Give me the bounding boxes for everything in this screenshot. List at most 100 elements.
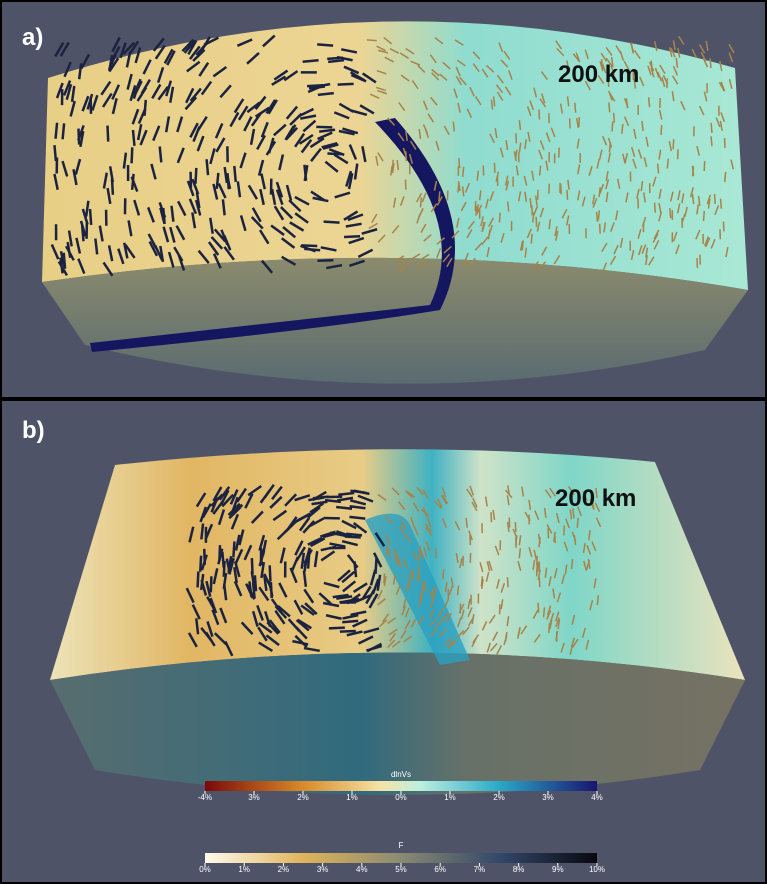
- depth-label: 200 km: [555, 485, 636, 512]
- fabric-dash: [340, 631, 356, 632]
- fabric-dash: [107, 126, 108, 142]
- tick-label: 0%: [395, 793, 407, 802]
- fabric-dash: [704, 211, 705, 221]
- tick-label: 4%: [591, 793, 603, 802]
- tick-label: 5%: [395, 865, 407, 874]
- fabric-dash: [711, 123, 712, 133]
- surface: [42, 21, 748, 290]
- tick-label: -4%: [198, 793, 212, 802]
- fabric-dash: [614, 113, 615, 123]
- fabric-dash: [515, 522, 516, 532]
- fabric-dash: [649, 97, 650, 107]
- fabric-dash: [195, 168, 196, 184]
- tick-label: 1%: [346, 793, 358, 802]
- fabric-dash: [342, 621, 358, 622]
- fabric-dash: [661, 125, 662, 135]
- depth-label: 200 km: [558, 61, 639, 88]
- fabric-dash: [56, 123, 58, 139]
- fabric-dash: [491, 512, 492, 522]
- fabric-dash: [90, 209, 91, 225]
- fabric-dash: [338, 493, 354, 495]
- fabric-dash: [600, 224, 601, 234]
- fabric-dash: [531, 234, 532, 244]
- fabric-dash: [271, 582, 272, 598]
- fabric-dash: [539, 577, 540, 587]
- tick-label: 3%: [317, 865, 329, 874]
- tick-label: 7%: [474, 865, 486, 874]
- fabric-dash: [436, 548, 437, 558]
- tick-label: 3%: [248, 793, 260, 802]
- fabric-dash: [304, 249, 320, 250]
- fabric-dash: [572, 559, 573, 569]
- fabric-dash: [715, 194, 716, 204]
- fabric-dash: [329, 628, 345, 629]
- tick-label: 1%: [238, 865, 250, 874]
- fabric-dash: [349, 517, 365, 519]
- fabric-dash: [217, 173, 219, 189]
- fabric-dash: [345, 536, 361, 537]
- fabric-dash: [538, 603, 539, 613]
- fabric-dash: [667, 159, 668, 169]
- fabric-dash: [710, 58, 711, 68]
- fabric-dash: [575, 103, 576, 113]
- fabric-dash: [519, 548, 520, 558]
- fabric-dash: [367, 40, 377, 41]
- panel-label: b): [22, 417, 45, 444]
- fabric-dash: [64, 253, 65, 269]
- fabric-dash: [597, 212, 598, 222]
- fabric-dash: [307, 85, 323, 86]
- tick-label: 2%: [278, 865, 290, 874]
- fabric-dash: [316, 127, 332, 128]
- fabric-dash: [317, 44, 333, 45]
- fabric-dash: [201, 523, 203, 539]
- fabric-dash: [252, 558, 253, 574]
- tick-label: 10%: [589, 865, 605, 874]
- colorbar-title: dlnVs: [391, 770, 411, 779]
- fabric-dash: [658, 164, 659, 174]
- tick-label: 0%: [199, 865, 211, 874]
- fabric-dash: [673, 139, 674, 149]
- fabric-dash: [255, 575, 256, 591]
- fabric-dash: [163, 208, 164, 224]
- fabric-dash: [318, 93, 334, 95]
- fabric-dash: [530, 198, 531, 208]
- tick-label: 4%: [356, 865, 368, 874]
- fabric-dash: [463, 167, 464, 177]
- fabric-dash: [507, 577, 508, 587]
- fabric-dash: [338, 84, 354, 85]
- fabric-dash: [132, 174, 133, 190]
- tick-label: 8%: [513, 865, 525, 874]
- fabric-dash: [82, 225, 83, 241]
- fabric-dash: [711, 136, 712, 146]
- fabric-dash: [597, 595, 598, 605]
- fabric-dash: [133, 130, 134, 146]
- fabric-dash: [443, 569, 444, 579]
- fabric-dash: [577, 518, 578, 528]
- fabric-dash: [204, 549, 205, 565]
- fabric-dash: [453, 122, 454, 132]
- fabric-dash: [207, 159, 208, 175]
- tick-label: 1%: [444, 793, 456, 802]
- fabric-dash: [112, 179, 113, 195]
- fabric-dash: [223, 199, 225, 215]
- fabric-dash: [132, 147, 133, 163]
- fabric-dash: [145, 100, 146, 116]
- fabric-dash: [508, 202, 509, 212]
- fabric-dash: [198, 571, 199, 587]
- colorbar: [205, 781, 597, 791]
- figure: a) 200 km b) 200 km dlnVs F -4%3%2%1%0%1…: [0, 0, 767, 884]
- fabric-dash: [519, 120, 520, 130]
- fabric-dash: [412, 569, 413, 579]
- fabric-dash: [693, 166, 694, 176]
- fabric-dash: [234, 166, 235, 182]
- fabric-dash: [270, 565, 271, 581]
- fabric-dash: [540, 166, 541, 176]
- fabric-dash: [211, 576, 212, 592]
- fabric-dash: [420, 197, 421, 207]
- fabric-dash: [344, 236, 360, 237]
- colorbar: [205, 853, 597, 863]
- fabric-dash: [561, 184, 562, 194]
- fabric-dash: [328, 60, 344, 62]
- fabric-dash: [725, 172, 726, 182]
- fabric-dash: [567, 190, 568, 200]
